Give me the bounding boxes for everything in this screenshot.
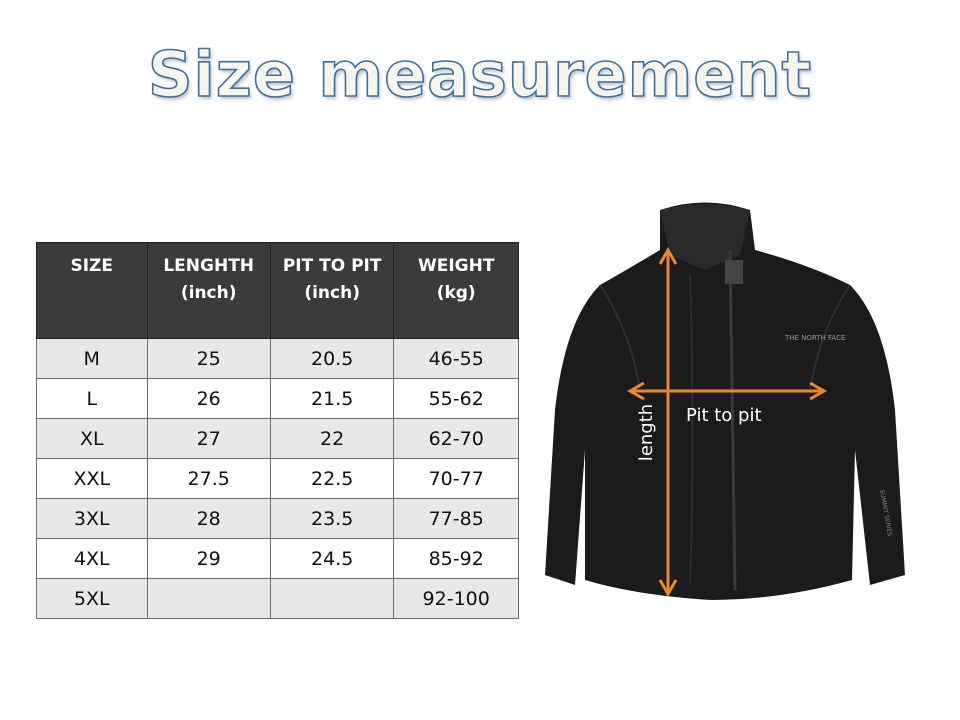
table-cell: 27 — [146, 418, 271, 459]
length-label: length — [636, 403, 658, 462]
table-cell: 92-100 — [393, 578, 519, 619]
table-cell — [146, 578, 271, 619]
table-cell: 20.5 — [269, 338, 395, 379]
table-cell: 28 — [146, 498, 271, 539]
column-header: WEIGHT (kg) — [393, 242, 519, 339]
pit-to-pit-arrow — [626, 381, 828, 401]
table-cell: 29 — [146, 538, 271, 579]
table-cell: 26 — [146, 378, 271, 419]
table-row: 4XL 29 24.5 85-92 — [36, 538, 519, 579]
brand-logo: THE NORTH FACE — [784, 334, 845, 342]
table-cell: 25 — [146, 338, 271, 379]
table-cell: M — [36, 338, 148, 379]
length-arrow — [658, 246, 678, 598]
table-cell: 23.5 — [269, 498, 395, 539]
table-cell: 21.5 — [269, 378, 395, 419]
table-row: 3XL 28 23.5 77-85 — [36, 498, 519, 539]
header-text: (kg) — [436, 283, 476, 303]
table-row: M 25 20.5 46-55 — [36, 338, 519, 379]
table-header: SIZE LENGHTH (inch) PIT TO PIT (inch) WEIGHT (… — [36, 242, 519, 339]
table-cell: 77-85 — [393, 498, 519, 539]
table-cell: 5XL — [36, 578, 148, 619]
table-row: XL 27 22 62-70 — [36, 418, 519, 459]
header-text: LENGHTH — [163, 256, 255, 276]
header-text: SIZE — [70, 256, 113, 276]
header-text: (inch) — [304, 283, 360, 303]
jacket-image: THE NORTH FACE SUMMIT SERIES — [545, 202, 905, 600]
table-row: L 26 21.5 55-62 — [36, 378, 519, 419]
header-text: (inch) — [180, 283, 237, 303]
table-cell: 62-70 — [393, 418, 519, 459]
column-header: SIZE — [36, 242, 148, 339]
size-table: SIZE LENGHTH (inch) PIT TO PIT (inch) WEIGHT (… — [36, 242, 519, 619]
table-cell — [269, 578, 395, 619]
table-cell: 24.5 — [269, 538, 395, 579]
table-cell: XL — [36, 418, 148, 459]
table-cell: 85-92 — [393, 538, 519, 579]
table-cell: L — [36, 378, 148, 419]
table-row: XXL 27.5 22.5 70-77 — [36, 458, 519, 499]
table-row: 5XL 92-100 — [36, 578, 519, 619]
table-cell: 22 — [269, 418, 395, 459]
table-cell: 55-62 — [393, 378, 519, 419]
table-cell: 46-55 — [393, 338, 519, 379]
table-cell: 27.5 — [146, 458, 271, 499]
table-cell: 3XL — [36, 498, 148, 539]
pit-to-pit-label: Pit to pit — [686, 405, 762, 426]
table-cell: 22.5 — [269, 458, 395, 499]
column-header: LENGHTH (inch) — [146, 242, 271, 339]
table-cell: XXL — [36, 458, 148, 499]
column-header: PIT TO PIT (inch) — [269, 242, 395, 339]
header-text: PIT TO PIT — [282, 256, 382, 276]
header-text: WEIGHT — [417, 256, 495, 276]
page-title: Size measurement — [147, 37, 813, 112]
table-cell: 70-77 — [393, 458, 519, 499]
table-cell: 4XL — [36, 538, 148, 579]
